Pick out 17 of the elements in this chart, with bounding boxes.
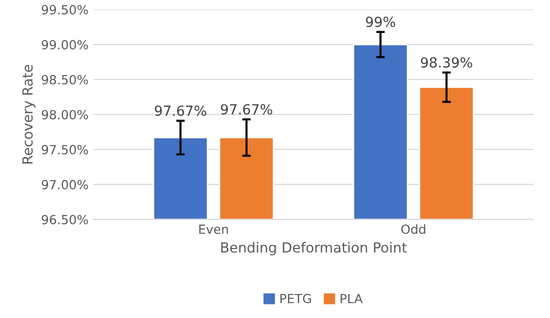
y-tick-label: 97.50% <box>42 144 88 154</box>
data-label: 97.67% <box>154 105 206 116</box>
x-tick-label: Even <box>199 224 228 234</box>
y-tick-label: 98.00% <box>42 110 88 120</box>
data-label: 98.39% <box>420 57 472 68</box>
x-axis-title: Bending Deformation Point <box>221 242 407 256</box>
y-axis-title: Recovery Rate <box>22 64 36 164</box>
data-label: 99% <box>366 16 396 28</box>
y-tick-label: 96.50% <box>42 214 88 224</box>
y-tick-label: 99.50% <box>42 5 88 14</box>
legend-label: PLA <box>340 294 363 304</box>
y-tick-label: 97.00% <box>42 180 88 190</box>
data-label: 97.67% <box>220 104 272 115</box>
y-tick-label: 98.50% <box>42 74 88 84</box>
y-tick-label: 99.00% <box>42 40 88 50</box>
x-tick-label: Odd <box>401 224 426 234</box>
legend-label: PETG <box>280 294 311 304</box>
